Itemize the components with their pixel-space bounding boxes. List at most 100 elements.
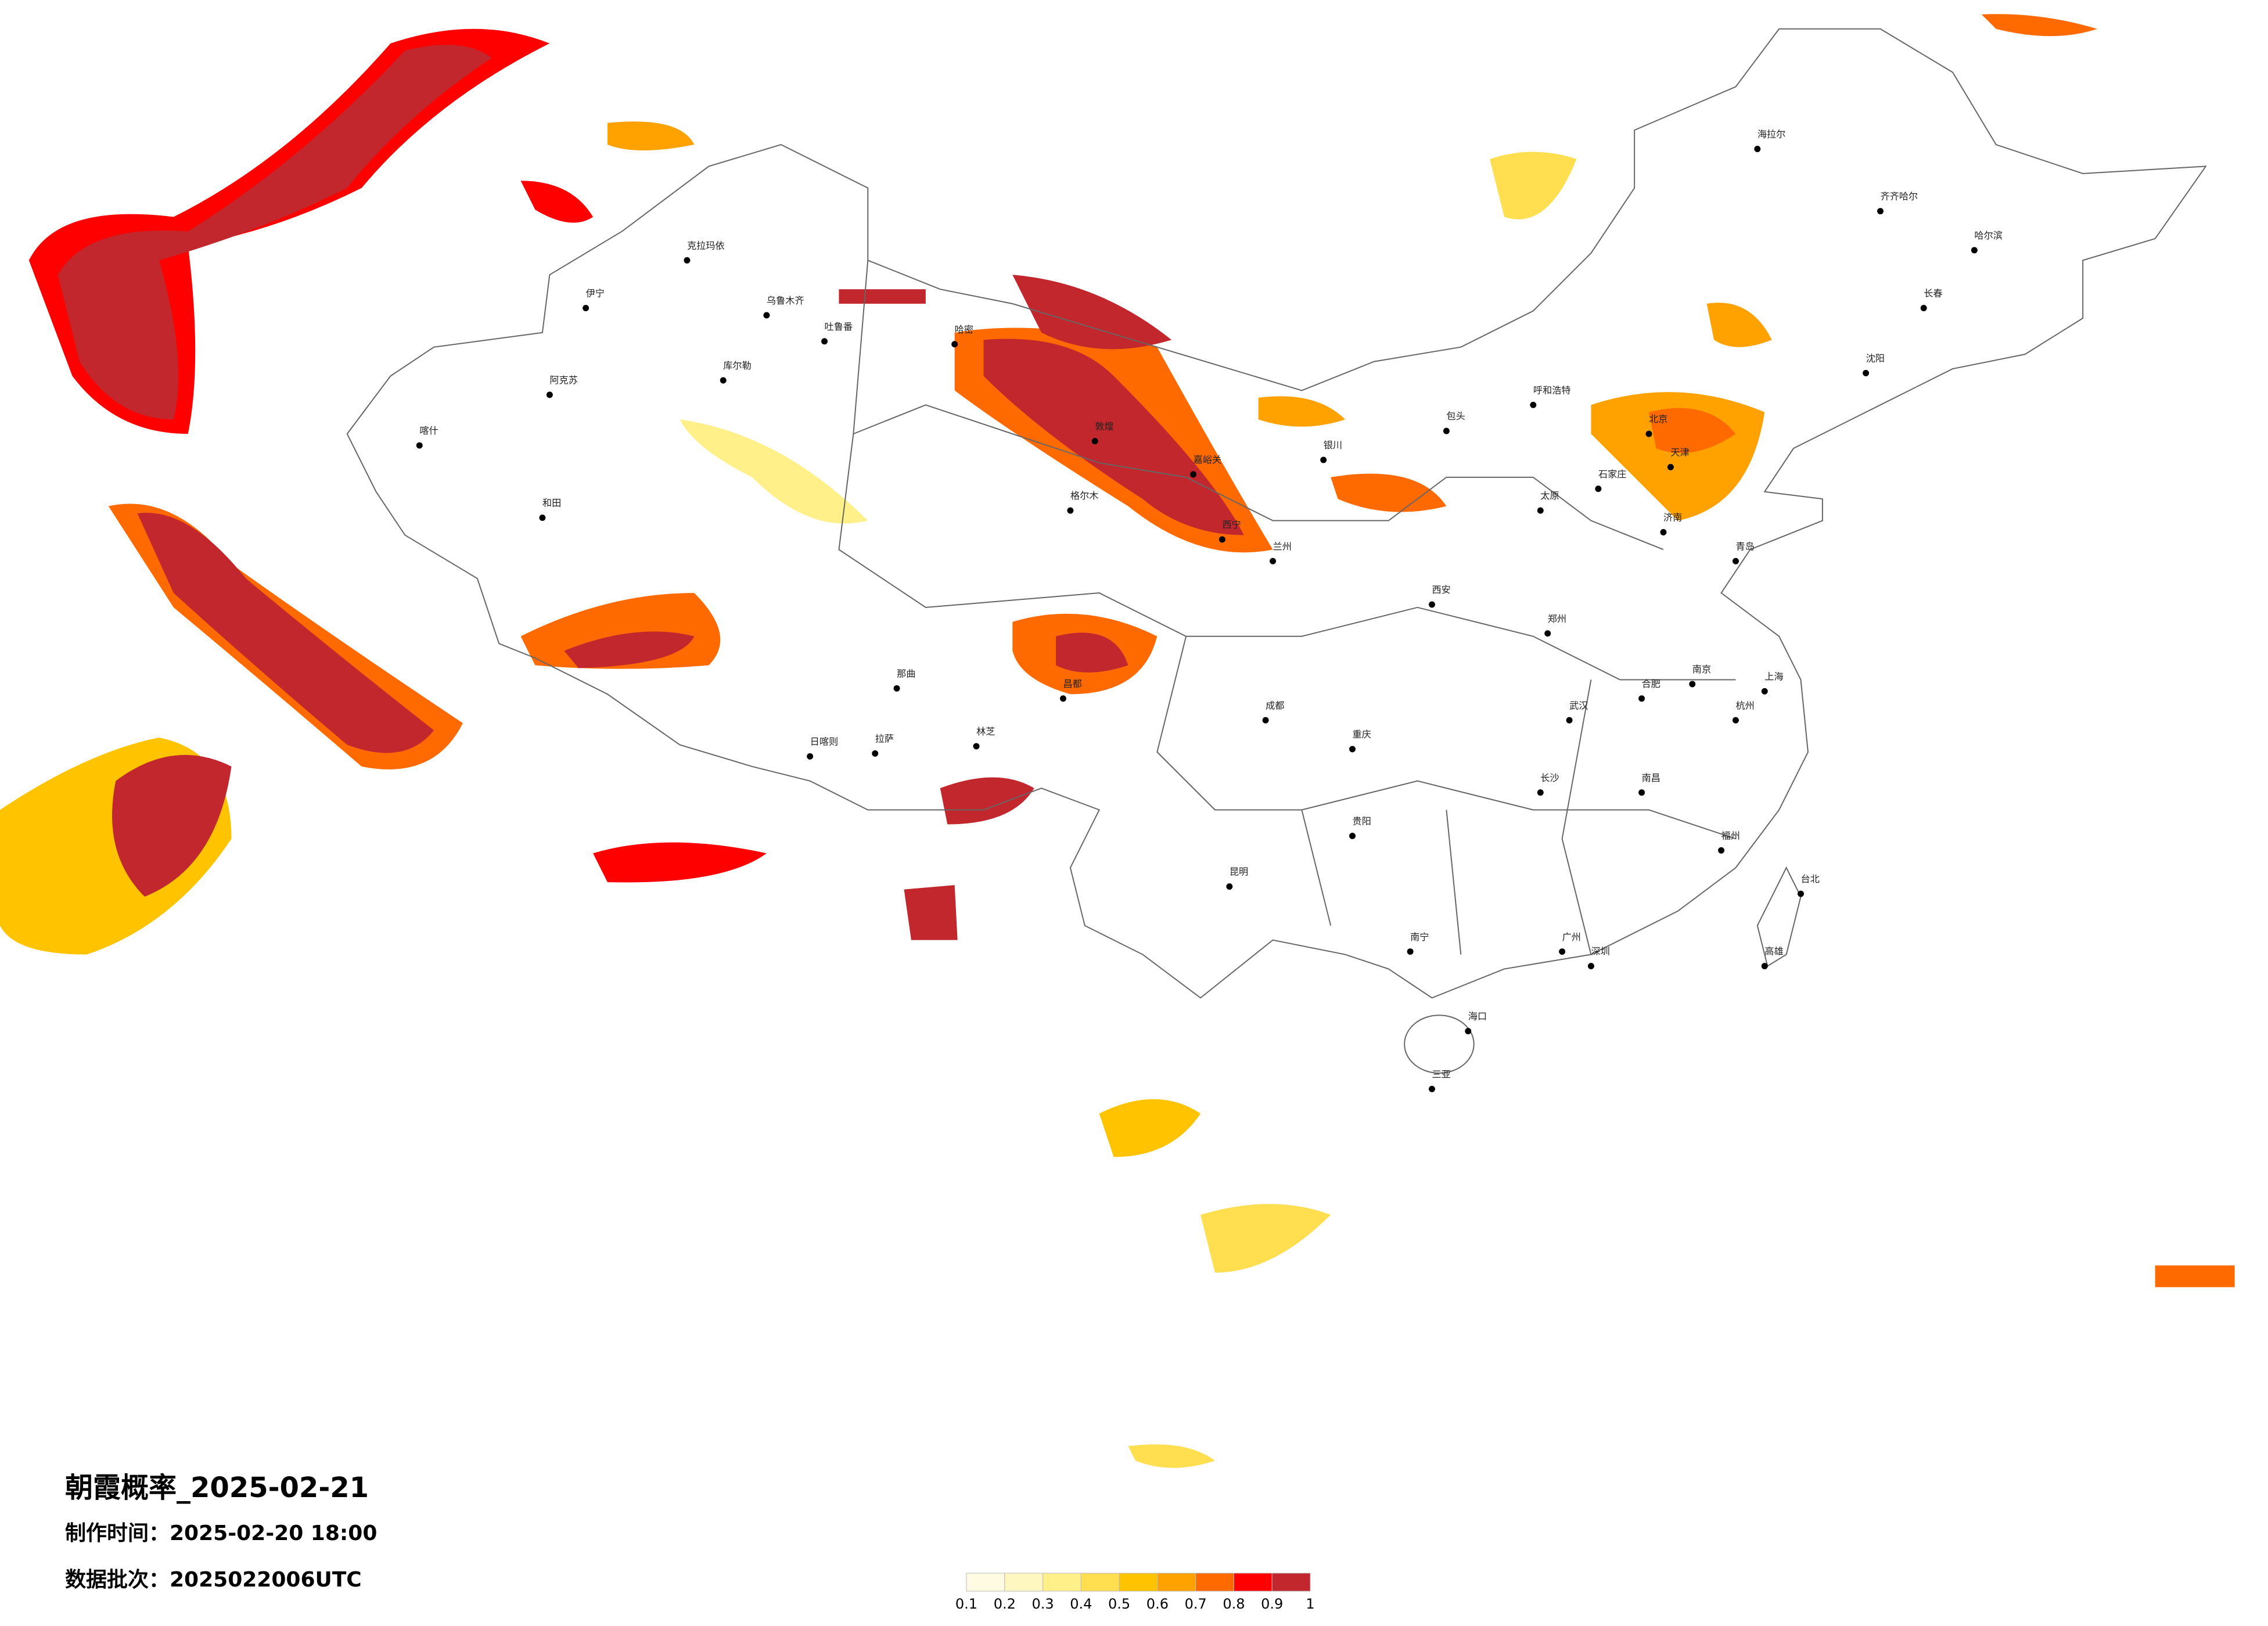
colorbar-tick-label: 0.1 xyxy=(955,1596,977,1612)
city-label: 银川 xyxy=(1324,440,1342,451)
city-label: 合肥 xyxy=(1642,678,1660,689)
city-label: 郑州 xyxy=(1548,613,1566,624)
probability-field xyxy=(0,14,2235,1468)
city-label: 昆明 xyxy=(1230,866,1248,877)
city-label: 上海 xyxy=(1764,671,1783,682)
city-label: 呼和浩特 xyxy=(1533,384,1571,395)
city-dot xyxy=(546,391,553,398)
city-label: 天津 xyxy=(1670,447,1689,458)
city-label: 伊宁 xyxy=(586,288,605,299)
city-label: 重庆 xyxy=(1353,729,1371,740)
city-label: 广州 xyxy=(1562,931,1581,942)
colorbar-cell xyxy=(1195,1573,1234,1592)
city-dot xyxy=(1798,890,1805,897)
city-label: 格尔木 xyxy=(1070,490,1099,501)
city-dot xyxy=(763,312,770,319)
city-dot xyxy=(1349,746,1356,753)
city-label: 济南 xyxy=(1663,512,1682,523)
colorbar-cell xyxy=(1043,1573,1081,1592)
city-dot xyxy=(1718,847,1725,854)
city-label: 克拉玛依 xyxy=(687,240,725,251)
city-dot xyxy=(416,442,423,449)
city-dot xyxy=(893,685,900,692)
city-dot xyxy=(1566,717,1573,724)
city-dot xyxy=(1219,536,1225,543)
city-label: 阿克苏 xyxy=(549,375,578,386)
city-label: 林芝 xyxy=(976,726,995,737)
city-dot xyxy=(1971,247,1978,254)
city-dot xyxy=(1559,948,1566,955)
city-dot xyxy=(1638,789,1645,796)
colorbar-cell xyxy=(1119,1573,1158,1592)
colorbar-tick-label: 0.3 xyxy=(1031,1596,1054,1612)
city-dot xyxy=(1761,963,1768,970)
city-label: 太原 xyxy=(1540,490,1559,501)
city-dot xyxy=(1595,485,1602,492)
city-label: 深圳 xyxy=(1591,946,1609,957)
city-dot xyxy=(1320,456,1327,463)
city-dot xyxy=(1920,304,1927,311)
city-dot xyxy=(1754,146,1761,152)
colorbar-cell xyxy=(1271,1573,1311,1592)
city-label: 昌都 xyxy=(1063,678,1081,689)
city-dot xyxy=(1407,948,1414,955)
city-dot xyxy=(720,377,727,384)
boundary xyxy=(346,28,2207,1074)
colorbar-tick-label: 0.6 xyxy=(1146,1596,1169,1612)
city-label: 海拉尔 xyxy=(1757,129,1786,140)
city-dot xyxy=(1877,208,1884,215)
colorbar-tick-label: 0.4 xyxy=(1070,1596,1092,1612)
city-label: 三亚 xyxy=(1432,1069,1450,1080)
colorbar-cell xyxy=(966,1573,1005,1592)
colorbar-cell xyxy=(1157,1573,1196,1592)
city-label: 包头 xyxy=(1446,411,1465,422)
city-label: 喀什 xyxy=(419,425,438,436)
city-dot xyxy=(1091,438,1098,445)
city-dot xyxy=(1190,471,1197,478)
city-label: 石家庄 xyxy=(1598,469,1627,480)
city-dot xyxy=(1587,963,1594,970)
city-dot xyxy=(973,743,980,750)
data-batch: 数据批次：2025022006UTC xyxy=(65,1568,362,1592)
city-dot xyxy=(1689,681,1696,688)
city-dot xyxy=(583,304,590,311)
city-label: 南昌 xyxy=(1642,772,1660,783)
city-label: 贵阳 xyxy=(1353,816,1371,827)
city-dot xyxy=(1761,688,1768,695)
city-dot xyxy=(1660,528,1667,535)
city-dot xyxy=(539,515,546,521)
city-label: 武汉 xyxy=(1569,700,1588,711)
colorbar-tick-label: 1 xyxy=(1306,1596,1314,1612)
city-dot xyxy=(1429,1085,1435,1092)
colorbar-tick-label: 0.9 xyxy=(1261,1596,1283,1612)
city-dot xyxy=(1270,557,1277,564)
city-label: 青岛 xyxy=(1735,541,1754,552)
city-label: 高雄 xyxy=(1764,946,1783,957)
city-label: 日喀则 xyxy=(810,736,839,747)
made-time: 制作时间：2025-02-20 18:00 xyxy=(65,1521,377,1545)
colorbar-tick-label: 0.5 xyxy=(1108,1596,1130,1612)
city-dot xyxy=(1530,401,1537,408)
colorbar-tick-label: 0.7 xyxy=(1185,1596,1207,1612)
city-dot xyxy=(1733,717,1739,724)
city-label: 齐齐哈尔 xyxy=(1881,191,1918,202)
city-label: 哈尔滨 xyxy=(1974,230,2003,241)
city-label: 长春 xyxy=(1924,288,1942,299)
colorbar-cell xyxy=(1080,1573,1120,1592)
colorbar-cell xyxy=(1233,1573,1273,1592)
city-dot xyxy=(1349,832,1356,839)
colorbar-cell xyxy=(1004,1573,1044,1592)
city-dot xyxy=(1465,1028,1472,1035)
city-dot xyxy=(1544,630,1551,637)
city-dot xyxy=(1443,427,1450,434)
city-label: 哈密 xyxy=(955,324,973,335)
city-label: 吐鲁番 xyxy=(825,321,853,332)
city-label: 和田 xyxy=(542,498,561,509)
city-label: 西宁 xyxy=(1222,519,1241,530)
city-label: 长沙 xyxy=(1540,772,1559,783)
city-label: 南京 xyxy=(1692,664,1711,675)
city-dot xyxy=(1667,463,1674,470)
